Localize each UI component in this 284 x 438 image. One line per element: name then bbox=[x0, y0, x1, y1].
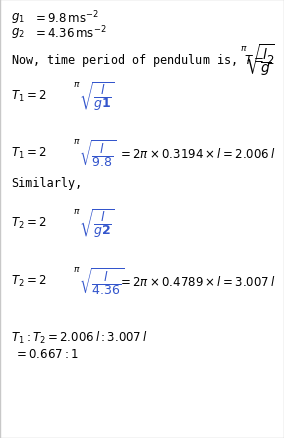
Text: $= 2\pi \times 0.4789 \times l = 3.007\,l$: $= 2\pi \times 0.4789 \times l = 3.007\,… bbox=[118, 274, 275, 288]
Text: $\pi$: $\pi$ bbox=[73, 207, 81, 215]
Text: $= 0.667 : 1$: $= 0.667 : 1$ bbox=[14, 347, 79, 360]
Text: $= 2\pi \times 0.3194 \times l = 2.006\,l$: $= 2\pi \times 0.3194 \times l = 2.006\,… bbox=[118, 146, 275, 160]
Text: $g_1$: $g_1$ bbox=[11, 11, 25, 25]
Text: $\sqrt{\dfrac{\mathit{l}}{9.8}}$: $\sqrt{\dfrac{\mathit{l}}{9.8}}$ bbox=[79, 138, 116, 169]
Text: $T_2 = 2$: $T_2 = 2$ bbox=[11, 274, 47, 289]
Text: Now, time period of pendulum is, $T = 2$: Now, time period of pendulum is, $T = 2$ bbox=[11, 52, 275, 69]
Text: $\pi$: $\pi$ bbox=[240, 44, 248, 53]
Text: $\sqrt{\dfrac{\mathit{l}}{\mathit{g}\mathbf{1}}}$: $\sqrt{\dfrac{\mathit{l}}{\mathit{g}\mat… bbox=[79, 80, 115, 113]
Text: $g_2$: $g_2$ bbox=[11, 26, 25, 40]
Text: $\pi$: $\pi$ bbox=[73, 80, 81, 88]
Text: $T_2 = 2$: $T_2 = 2$ bbox=[11, 216, 47, 231]
Text: $T_1 = 2$: $T_1 = 2$ bbox=[11, 146, 47, 161]
Text: $T_1 : T_2 = 2.006\,l : 3.007\,l$: $T_1 : T_2 = 2.006\,l : 3.007\,l$ bbox=[11, 329, 148, 345]
Text: $\sqrt{\dfrac{\mathit{l}}{4.36}}$: $\sqrt{\dfrac{\mathit{l}}{4.36}}$ bbox=[79, 266, 125, 297]
Text: $T_1 = 2$: $T_1 = 2$ bbox=[11, 89, 47, 104]
Text: $\pi$: $\pi$ bbox=[73, 265, 81, 273]
Text: $= 9.8 \, \mathrm{ms}^{-2}$: $= 9.8 \, \mathrm{ms}^{-2}$ bbox=[33, 9, 98, 26]
Text: $\pi$: $\pi$ bbox=[73, 137, 81, 145]
Text: $\sqrt{\dfrac{\mathit{l}}{\mathit{g}\mathbf{2}}}$: $\sqrt{\dfrac{\mathit{l}}{\mathit{g}\mat… bbox=[79, 207, 115, 240]
Text: $= 4.36 \, \mathrm{ms}^{-2}$: $= 4.36 \, \mathrm{ms}^{-2}$ bbox=[33, 25, 106, 41]
Text: $\sqrt{\dfrac{l}{g}}$: $\sqrt{\dfrac{l}{g}}$ bbox=[245, 42, 274, 78]
Text: Similarly,: Similarly, bbox=[11, 177, 83, 190]
